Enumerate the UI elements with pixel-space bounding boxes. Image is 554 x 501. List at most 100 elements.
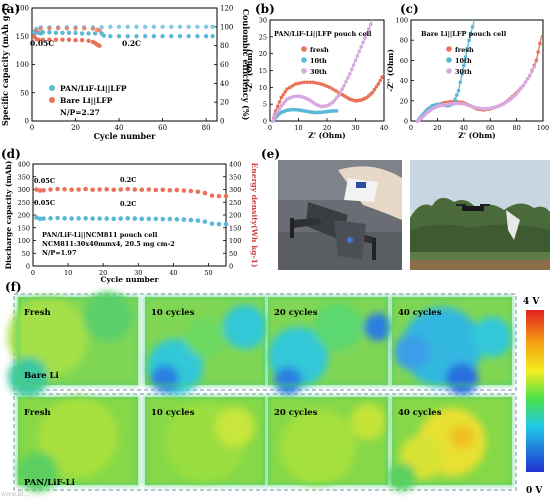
capacity-point: [203, 34, 209, 39]
data-point: [293, 82, 298, 86]
data-point-capacity: [209, 221, 215, 226]
y-tick-label: 200: [16, 5, 29, 13]
data-point: [538, 41, 542, 46]
data-point: [463, 55, 468, 59]
data-point: [519, 86, 523, 91]
chart-d-note-3: N/P=1.97: [42, 249, 76, 257]
data-point: [308, 80, 312, 85]
data-point: [344, 79, 348, 84]
data-point-capacity: [118, 216, 124, 221]
efficiency-point: [97, 28, 102, 33]
chart-a-annot-02c: 0.2C: [122, 39, 141, 48]
panel-label-d: (d): [1, 147, 21, 161]
y-tick-label: 0: [25, 118, 29, 126]
efficiency-point: [177, 24, 183, 30]
y-tick-label: 80: [400, 37, 408, 45]
chart-b-legend-marker-10: [301, 57, 307, 63]
x-tick-label: 20: [71, 124, 80, 132]
x-tick-label: 30: [351, 124, 359, 132]
data-point: [325, 84, 329, 89]
colorbar: [526, 310, 544, 472]
data-point: [458, 80, 463, 85]
data-point-capacity: [195, 218, 201, 223]
heatmap-tile-label: 10 cycles: [151, 408, 195, 418]
efficiency-point: [116, 24, 122, 30]
heatmap-tile: 10 cycles: [144, 396, 266, 486]
data-point-energy: [104, 186, 109, 192]
data-point-capacity: [62, 216, 67, 221]
capacity-point: [53, 30, 59, 36]
heatmap-edge: [267, 396, 389, 486]
capacity-point: [169, 34, 174, 39]
data-point: [283, 90, 288, 94]
x-tick-label: 0: [268, 124, 272, 132]
data-point: [275, 109, 280, 114]
data-point-capacity: [104, 216, 109, 221]
y-tick-label: 30: [259, 17, 267, 25]
data-point: [355, 54, 360, 58]
capacity-point: [142, 34, 148, 39]
chart-a-legend-marker-bare: [49, 97, 55, 103]
efficiency-point: [160, 24, 165, 30]
y-tick-label: 20: [259, 50, 267, 58]
heatmap-grid: Fresh 10 cycles 20 cycles 40 cycles Fresh 10 …: [8, 292, 513, 492]
efficiency-point: [47, 26, 52, 31]
heatmap-tile: 20 cycles: [267, 396, 389, 486]
data-point: [469, 31, 473, 36]
data-point: [322, 83, 326, 87]
data-point-capacity: [76, 216, 81, 221]
chart-d-note-1: PAN/LiF-Li||NCM811 pouch cell: [42, 231, 158, 239]
chart-c: 0 20 40 60 80 100 0 20 40 60 80 100 Z' (Ohm) -Z'' (Oh…: [386, 17, 549, 141]
y-tick-label: 5: [263, 101, 267, 109]
chart-d-note-2: NCM811:30x40mmx4, 20.5 mg cm-2: [42, 240, 175, 248]
x-tick-label: 0: [30, 124, 34, 132]
y-tick-label: 150: [16, 33, 29, 41]
chart-c-legend-fresh: fresh: [455, 46, 474, 54]
data-point-energy: [223, 193, 229, 199]
capacity-point: [134, 34, 139, 39]
data-point: [328, 85, 332, 90]
data-point: [336, 93, 341, 98]
heatmap-tile-label: 20 cycles: [274, 308, 318, 318]
x-tick-label: 40: [380, 124, 388, 132]
efficiency-point: [99, 25, 104, 30]
heatmap-edge: [144, 396, 266, 486]
data-point: [334, 109, 339, 113]
capacity-point: [40, 30, 46, 35]
data-point-energy: [97, 187, 102, 192]
data-point-energy: [41, 187, 46, 193]
chart-b-legend-marker-30: [301, 68, 307, 74]
data-point-capacity: [90, 216, 95, 221]
data-point: [514, 91, 519, 96]
chart-c-legend-10: 10th: [455, 57, 472, 65]
data-point: [363, 36, 367, 40]
data-point-energy: [209, 193, 215, 198]
panel-label-c: (c): [400, 2, 419, 16]
efficiency-point: [82, 26, 87, 31]
efficiency-point: [125, 24, 130, 30]
x-axis-label: Cycle number: [94, 131, 157, 141]
data-point: [348, 72, 352, 76]
chart-d-annot-005c-top: 0.05C: [34, 177, 55, 185]
y-tick-label: 100: [16, 61, 29, 69]
y2-tick-label: 120: [220, 5, 233, 13]
heatmap-blob: [223, 305, 267, 349]
capacity-point: [66, 37, 72, 42]
data-point: [454, 93, 459, 97]
capacity-point: [73, 30, 78, 36]
data-point: [330, 87, 335, 91]
efficiency-point: [108, 24, 113, 30]
efficiency-point: [34, 28, 39, 33]
heatmap-blob: [38, 397, 118, 477]
capacity-point: [60, 30, 65, 36]
heatmap-tile: 20 cycles: [267, 296, 392, 395]
efficiency-point: [73, 26, 78, 31]
y-tick-label: 10: [259, 84, 267, 92]
data-point-energy: [202, 190, 208, 196]
data-point: [359, 45, 364, 49]
y-tick-label: 40: [400, 77, 408, 85]
y2-tick-label: 80: [220, 42, 229, 50]
data-point: [367, 27, 371, 31]
efficiency-point: [186, 24, 191, 30]
heatmap-blob: [18, 452, 58, 492]
